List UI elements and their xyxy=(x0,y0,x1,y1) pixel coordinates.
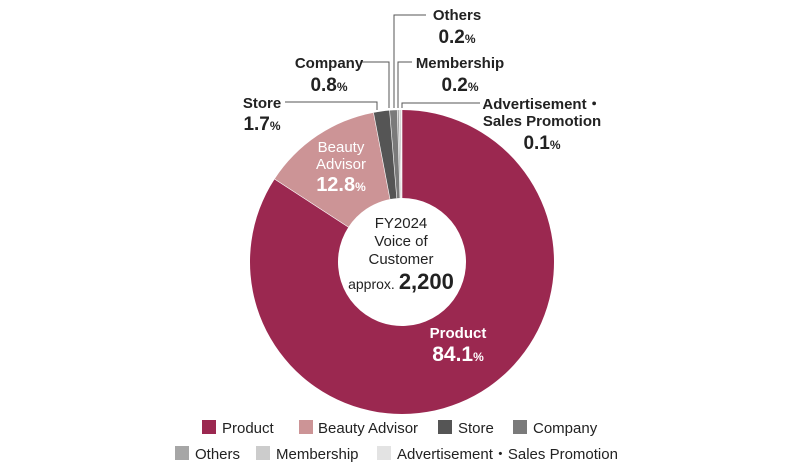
store-label-value: 1.7% xyxy=(243,114,280,135)
center-label-line2: Voice of xyxy=(374,233,428,250)
slice-beauty-advisor xyxy=(274,112,390,228)
center-label-prefix: approx. xyxy=(348,276,395,292)
center-label: FY2024 Voice of Customer approx. 2,200 xyxy=(348,215,454,294)
legend-label-advertisement: Advertisement・Sales Promotion xyxy=(397,446,618,463)
company-label: Company 0.8% xyxy=(295,55,364,96)
legend-item-company: Company xyxy=(513,420,598,437)
slice-separator xyxy=(389,110,398,199)
legend-swatch-membership xyxy=(256,446,270,460)
legend-label-product: Product xyxy=(222,420,275,437)
advertisement-label: Advertisement・ Sales Promotion 0.1% xyxy=(482,96,601,154)
center-label-line3: Customer xyxy=(368,251,433,268)
company-label-name: Company xyxy=(295,55,364,72)
beauty-advisor-label: Beauty Advisor 12.8% xyxy=(316,139,366,196)
membership-unit: % xyxy=(468,80,479,94)
center-label-line1: FY2024 xyxy=(375,215,428,232)
leader-line-others xyxy=(393,14,426,108)
store-value: 1.7 xyxy=(243,114,269,135)
legend-label-others: Others xyxy=(195,446,240,463)
legend-swatch-company xyxy=(513,420,527,434)
membership-label-value: 0.2% xyxy=(441,75,478,96)
center-label-value: 2,200 xyxy=(399,269,454,294)
membership-label-name: Membership xyxy=(416,55,504,72)
legend-swatch-beauty-advisor xyxy=(299,420,313,434)
slice-product xyxy=(250,110,555,414)
legend: Product Beauty Advisor Store Company Oth… xyxy=(175,420,618,463)
product-label-value: 84.1% xyxy=(432,343,484,366)
legend-swatch-advertisement xyxy=(377,446,391,460)
legend-label-company: Company xyxy=(533,420,598,437)
leader-line-store xyxy=(285,101,378,110)
legend-item-membership: Membership xyxy=(256,446,359,463)
membership-label: Membership 0.2% xyxy=(416,55,504,96)
company-label-value: 0.8% xyxy=(310,75,347,96)
slice-separator xyxy=(274,178,349,228)
slice-company xyxy=(389,110,400,199)
slice-separator xyxy=(396,110,401,199)
beauty-advisor-label-name1: Beauty xyxy=(318,139,365,156)
others-label-name: Others xyxy=(433,7,481,24)
legend-item-product: Product xyxy=(202,420,275,437)
slice-separator xyxy=(400,110,402,199)
legend-label-membership: Membership xyxy=(276,446,359,463)
leader-line-advertisement xyxy=(401,102,480,108)
beauty-advisor-unit: % xyxy=(355,180,366,194)
advertisement-unit: % xyxy=(550,138,561,152)
product-value: 84.1 xyxy=(432,343,473,366)
advertisement-label-name2: Sales Promotion xyxy=(483,113,601,130)
slice-store xyxy=(373,110,397,200)
others-label: Others 0.2% xyxy=(433,7,481,48)
donut-slices xyxy=(250,110,555,414)
advertisement-label-name1: Advertisement・ xyxy=(482,96,601,113)
store-label-name: Store xyxy=(243,95,281,112)
store-label: Store 1.7% xyxy=(243,95,281,135)
legend-swatch-store xyxy=(438,420,452,434)
leader-line-company xyxy=(361,61,390,108)
slice-separator xyxy=(373,112,391,200)
center-label-total: approx. 2,200 xyxy=(348,269,454,294)
store-unit: % xyxy=(270,119,281,133)
legend-label-beauty-advisor: Beauty Advisor xyxy=(318,420,418,437)
beauty-advisor-label-name2: Advisor xyxy=(316,156,366,173)
company-value: 0.8 xyxy=(310,75,336,96)
product-label: Product 84.1% xyxy=(430,325,487,366)
product-label-name: Product xyxy=(430,325,487,342)
membership-value: 0.2 xyxy=(441,75,467,96)
legend-item-advertisement: Advertisement・Sales Promotion xyxy=(377,446,618,463)
product-unit: % xyxy=(473,350,484,364)
slice-separator xyxy=(398,110,402,199)
advertisement-label-value: 0.1% xyxy=(523,133,560,154)
company-unit: % xyxy=(337,80,348,94)
others-label-value: 0.2% xyxy=(438,27,475,48)
others-unit: % xyxy=(465,32,476,46)
legend-item-store: Store xyxy=(438,420,494,437)
beauty-advisor-value: 12.8 xyxy=(316,174,355,196)
legend-label-store: Store xyxy=(458,420,494,437)
legend-item-others: Others xyxy=(175,446,240,463)
advertisement-value: 0.1 xyxy=(523,133,550,154)
legend-item-beauty-advisor: Beauty Advisor xyxy=(299,420,418,437)
beauty-advisor-label-value: 12.8% xyxy=(316,174,366,196)
legend-swatch-product xyxy=(202,420,216,434)
leader-line-membership xyxy=(397,61,412,108)
others-value: 0.2 xyxy=(438,27,464,48)
legend-swatch-others xyxy=(175,446,189,460)
leader-lines xyxy=(285,14,480,110)
